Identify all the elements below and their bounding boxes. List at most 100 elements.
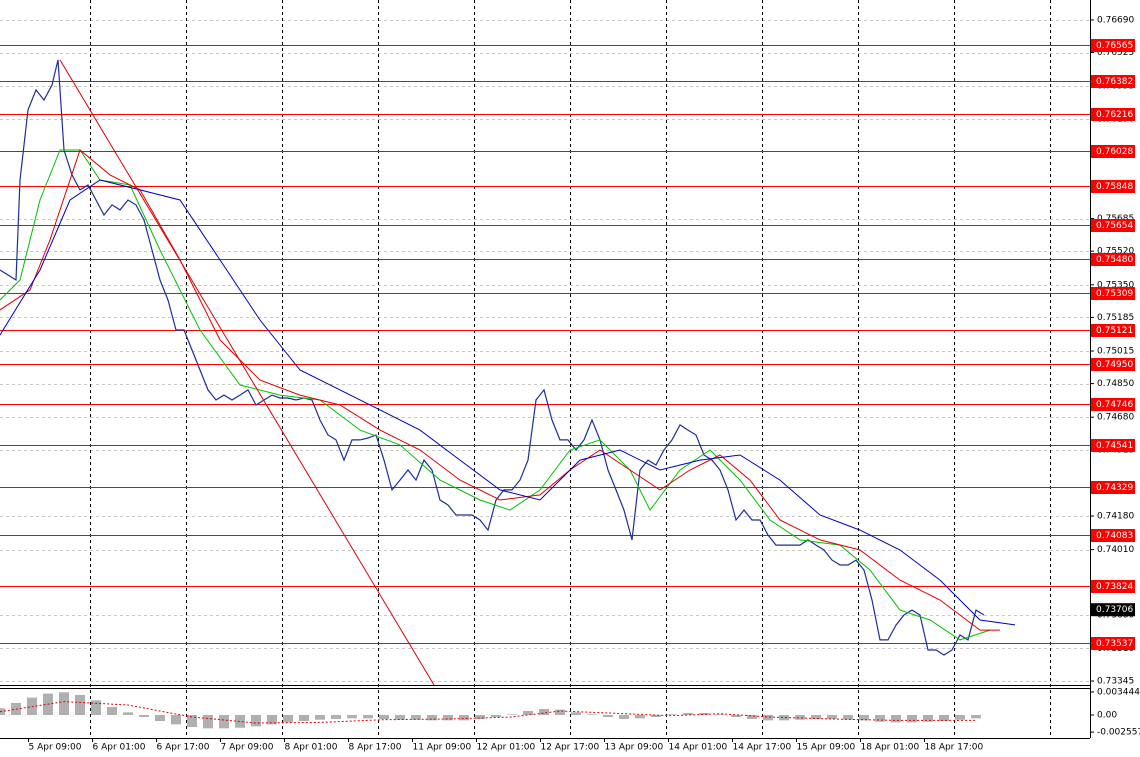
osc-bar — [139, 715, 149, 718]
osc-bar — [587, 714, 597, 716]
osc-bar — [299, 715, 309, 722]
level-label: 0.74746 — [1096, 400, 1133, 410]
osc-bar — [0, 708, 5, 716]
osc-bar — [395, 715, 405, 720]
x-tick-label: 12 Apr 01:00 — [477, 743, 536, 753]
level-label: 0.75654 — [1096, 221, 1133, 231]
level-label: 0.73537 — [1096, 639, 1133, 649]
osc-bar — [475, 715, 485, 720]
osc-bar — [491, 715, 501, 718]
y-tick-label: 0.75185 — [1097, 313, 1134, 323]
osc-bar — [315, 715, 325, 720]
x-tick-label: 8 Apr 17:00 — [349, 743, 402, 753]
level-tag — [1091, 75, 1135, 88]
osc-bar — [443, 715, 453, 721]
osc-bar — [251, 715, 261, 727]
osc-bar — [651, 715, 661, 718]
osc-bar — [363, 715, 373, 719]
osc-bar — [827, 715, 837, 720]
osc-bar — [795, 715, 805, 720]
y-tick-label: 0.75520 — [1097, 247, 1134, 257]
y-tick-label: 0.76690 — [1097, 15, 1134, 25]
level-tag — [1091, 529, 1135, 542]
osc-bar — [379, 715, 389, 720]
osc-bar — [939, 715, 949, 722]
level-tag — [1091, 481, 1135, 494]
osc-bar — [619, 715, 629, 720]
osc-bar — [59, 692, 69, 716]
level-label: 0.74329 — [1096, 483, 1133, 493]
osc-bar — [923, 715, 933, 722]
osc-bar — [523, 710, 533, 716]
level-tag — [1091, 108, 1135, 121]
x-tick-label: 18 Apr 01:00 — [861, 743, 920, 753]
axis-layer: 0.766900.765250.763550.761900.758500.756… — [28, 15, 1140, 753]
osc-y-tick-label: 0.003444 — [1097, 687, 1140, 697]
level-label: 0.75848 — [1096, 182, 1133, 192]
level-label: 0.74950 — [1096, 360, 1133, 370]
level-label: 0.73824 — [1096, 582, 1133, 592]
price-tag — [1091, 603, 1135, 617]
osc-bar — [75, 694, 85, 716]
osc-bar — [667, 714, 677, 716]
osc-bar — [235, 715, 245, 728]
osc-bar — [427, 715, 437, 721]
x-tick-label: 15 Apr 09:00 — [797, 743, 856, 753]
level-tag — [1091, 287, 1135, 300]
y-tick-label: 0.74180 — [1097, 512, 1134, 522]
trend-line — [59, 59, 435, 685]
level-tag — [1091, 253, 1135, 266]
osc-bar — [219, 715, 229, 729]
osc-bar — [811, 715, 821, 720]
x-tick-label: 6 Apr 01:00 — [93, 743, 146, 753]
level-label: 0.76028 — [1096, 147, 1133, 157]
osc-bar — [747, 715, 757, 720]
osc-bar — [763, 715, 773, 721]
osc-bar — [699, 713, 709, 716]
y-tick-label: 0.75015 — [1097, 346, 1134, 356]
osc-bar — [843, 715, 853, 720]
osc-bar — [955, 715, 965, 720]
osc-bar — [779, 715, 789, 721]
osc-y-tick-label: -0.002557 — [1097, 728, 1140, 738]
osc-bar — [187, 715, 197, 728]
osc-bar — [331, 715, 341, 720]
level-tag — [1091, 358, 1135, 371]
osc-bar — [715, 714, 725, 716]
y-tick-label: 0.73345 — [1097, 677, 1134, 687]
signal-line — [0, 701, 976, 724]
x-tick-label: 7 Apr 09:00 — [221, 743, 274, 753]
x-tick-label: 18 Apr 17:00 — [925, 743, 984, 753]
osc-bar — [411, 715, 421, 720]
osc-bar — [507, 714, 517, 716]
level-label: 0.76382 — [1096, 77, 1133, 87]
level-label: 0.75480 — [1096, 255, 1133, 265]
y-tick-label: 0.74010 — [1097, 545, 1134, 555]
x-tick-label: 5 Apr 09:00 — [29, 743, 82, 753]
osc-bar — [571, 712, 581, 716]
x-tick-label: 6 Apr 17:00 — [157, 743, 210, 753]
y-tick-label: 0.76525 — [1097, 48, 1134, 58]
x-tick-label: 8 Apr 01:00 — [285, 743, 338, 753]
x-tick-label: 14 Apr 17:00 — [733, 743, 792, 753]
osc-bar — [155, 715, 165, 722]
level-tag — [1091, 219, 1135, 232]
osc-bar — [171, 715, 181, 725]
x-tick-label: 13 Apr 09:00 — [605, 743, 664, 753]
osc-bar — [107, 706, 117, 716]
osc-bar — [635, 715, 645, 719]
x-tick-label: 14 Apr 01:00 — [669, 743, 728, 753]
level-label: 0.74541 — [1096, 441, 1133, 451]
osc-bar — [683, 713, 693, 716]
osc-bar — [123, 712, 133, 716]
y-tick-label: 0.75350 — [1097, 280, 1134, 290]
level-label: 0.75309 — [1096, 289, 1133, 299]
main-pane — [0, 45, 1090, 685]
grid-layer — [0, 0, 1090, 738]
moving-average — [0, 179, 1016, 626]
osc-bar — [347, 715, 357, 719]
level-label: 0.75121 — [1096, 326, 1133, 336]
level-tag — [1091, 145, 1135, 158]
osc-bar — [907, 715, 917, 723]
